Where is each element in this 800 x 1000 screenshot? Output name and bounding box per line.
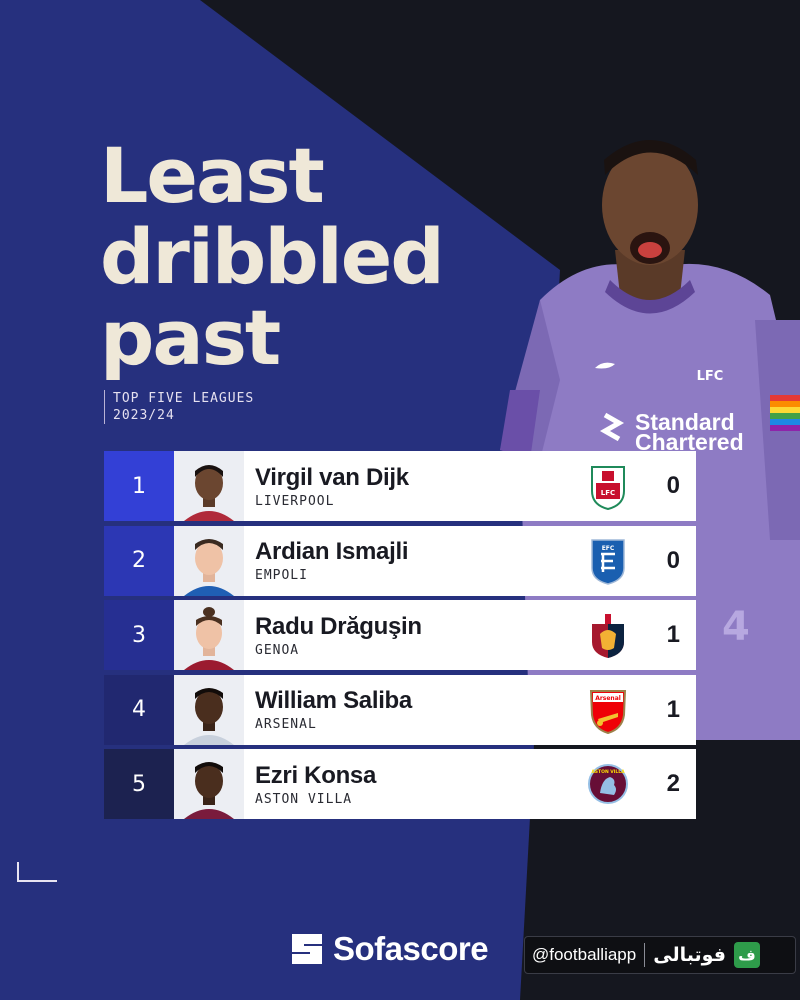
player-photo xyxy=(174,674,244,745)
stat-value: 1 xyxy=(666,695,680,723)
ranking-table: 1 Virgil van Dijk LIVERPOOL LFC 0 xyxy=(104,451,696,824)
stat-value: 1 xyxy=(666,621,680,648)
stat-value: 2 xyxy=(666,770,680,797)
player-card: Virgil van Dijk LIVERPOOL LFC 0 xyxy=(174,451,696,521)
hero-sponsor-line2: Chartered xyxy=(635,429,744,455)
watermark-name: فوتبالی xyxy=(653,944,726,966)
corner-mark xyxy=(17,862,57,882)
liverpool-crest-icon: LFC xyxy=(591,466,625,511)
player-photo xyxy=(174,600,244,670)
player-card: Ezri Konsa ASTON VILLA ASTON VILLA 2 xyxy=(174,749,696,819)
badge-text: Arsenal xyxy=(595,695,621,702)
player-name: Radu Drăguşin xyxy=(255,612,422,640)
player-name: Virgil van Dijk xyxy=(255,463,409,491)
rank-cell: 5 xyxy=(104,749,174,819)
stat-value: 0 xyxy=(666,472,680,499)
player-card: Ardian Ismajli EMPOLI EFC 0 xyxy=(174,525,696,596)
player-club: LIVERPOOL xyxy=(255,493,335,509)
subtitle-line-2: 2023/24 xyxy=(113,408,175,423)
player-card: William Saliba ARSENAL Arsenal 1 xyxy=(174,674,696,745)
hero-sponsor-line1: Standard xyxy=(635,409,735,435)
title-line-3: past xyxy=(100,293,281,382)
watermark-handle: @footballiapp xyxy=(532,945,637,964)
hero-sleeve-number: 4 xyxy=(722,604,750,650)
table-row: 4 William Saliba ARSENAL Arsenal xyxy=(104,674,696,745)
table-row: 1 Virgil van Dijk LIVERPOOL LFC 0 xyxy=(104,451,696,521)
empoli-crest-icon: EFC xyxy=(591,538,625,585)
table-row: 3 Radu Drăguşin GENOA xyxy=(104,600,696,670)
player-photo xyxy=(174,525,244,596)
rank-cell: 1 xyxy=(104,451,174,521)
player-name: Ardian Ismajli xyxy=(255,538,409,565)
title-line-1: Least xyxy=(100,131,325,220)
genoa-crest-icon xyxy=(592,614,624,658)
player-name: William Saliba xyxy=(255,687,412,714)
watermark-divider xyxy=(644,943,646,967)
sofascore-logo: Sofascore xyxy=(290,930,489,968)
rank-cell: 3 xyxy=(104,600,174,670)
subtitle-line-1: TOP FIVE LEAGUES xyxy=(113,391,255,406)
stat-value: 0 xyxy=(666,546,680,574)
watermark-badge: @footballiapp فوتبالی ف xyxy=(524,936,796,974)
rank-cell: 2 xyxy=(104,525,174,596)
watermark-logo-icon: ف xyxy=(733,942,760,968)
hero-crest-text: LFC xyxy=(697,369,724,384)
brand-name: Sofascore xyxy=(333,930,489,967)
badge-text: LFC xyxy=(601,489,615,497)
rank-cell: 4 xyxy=(104,674,174,745)
player-club: ARSENAL xyxy=(255,717,317,732)
table-row: 2 Ardian Ismajli EMPOLI EFC 0 xyxy=(104,525,696,596)
badge-text: EFC xyxy=(602,545,615,552)
player-card: Radu Drăguşin GENOA 1 xyxy=(174,600,696,670)
player-club: EMPOLI xyxy=(255,568,308,583)
player-photo xyxy=(174,451,244,521)
player-photo xyxy=(174,749,244,819)
arsenal-crest-icon: Arsenal xyxy=(589,689,627,734)
sofascore-logo-icon xyxy=(292,934,322,964)
table-row: 5 Ezri Konsa ASTON VILLA ASTON VILLA 2 xyxy=(104,749,696,819)
subtitle: TOP FIVE LEAGUES 2023/24 xyxy=(104,390,254,424)
player-name: Ezri Konsa xyxy=(255,761,377,789)
badge-text: ASTON VILLA xyxy=(591,769,625,775)
player-club: GENOA xyxy=(255,642,300,658)
player-club: ASTON VILLA xyxy=(255,791,353,807)
title-line-2: dribbled xyxy=(100,212,445,301)
page-title: Least dribbled past xyxy=(100,135,500,378)
aston-villa-crest-icon: ASTON VILLA xyxy=(588,764,628,804)
